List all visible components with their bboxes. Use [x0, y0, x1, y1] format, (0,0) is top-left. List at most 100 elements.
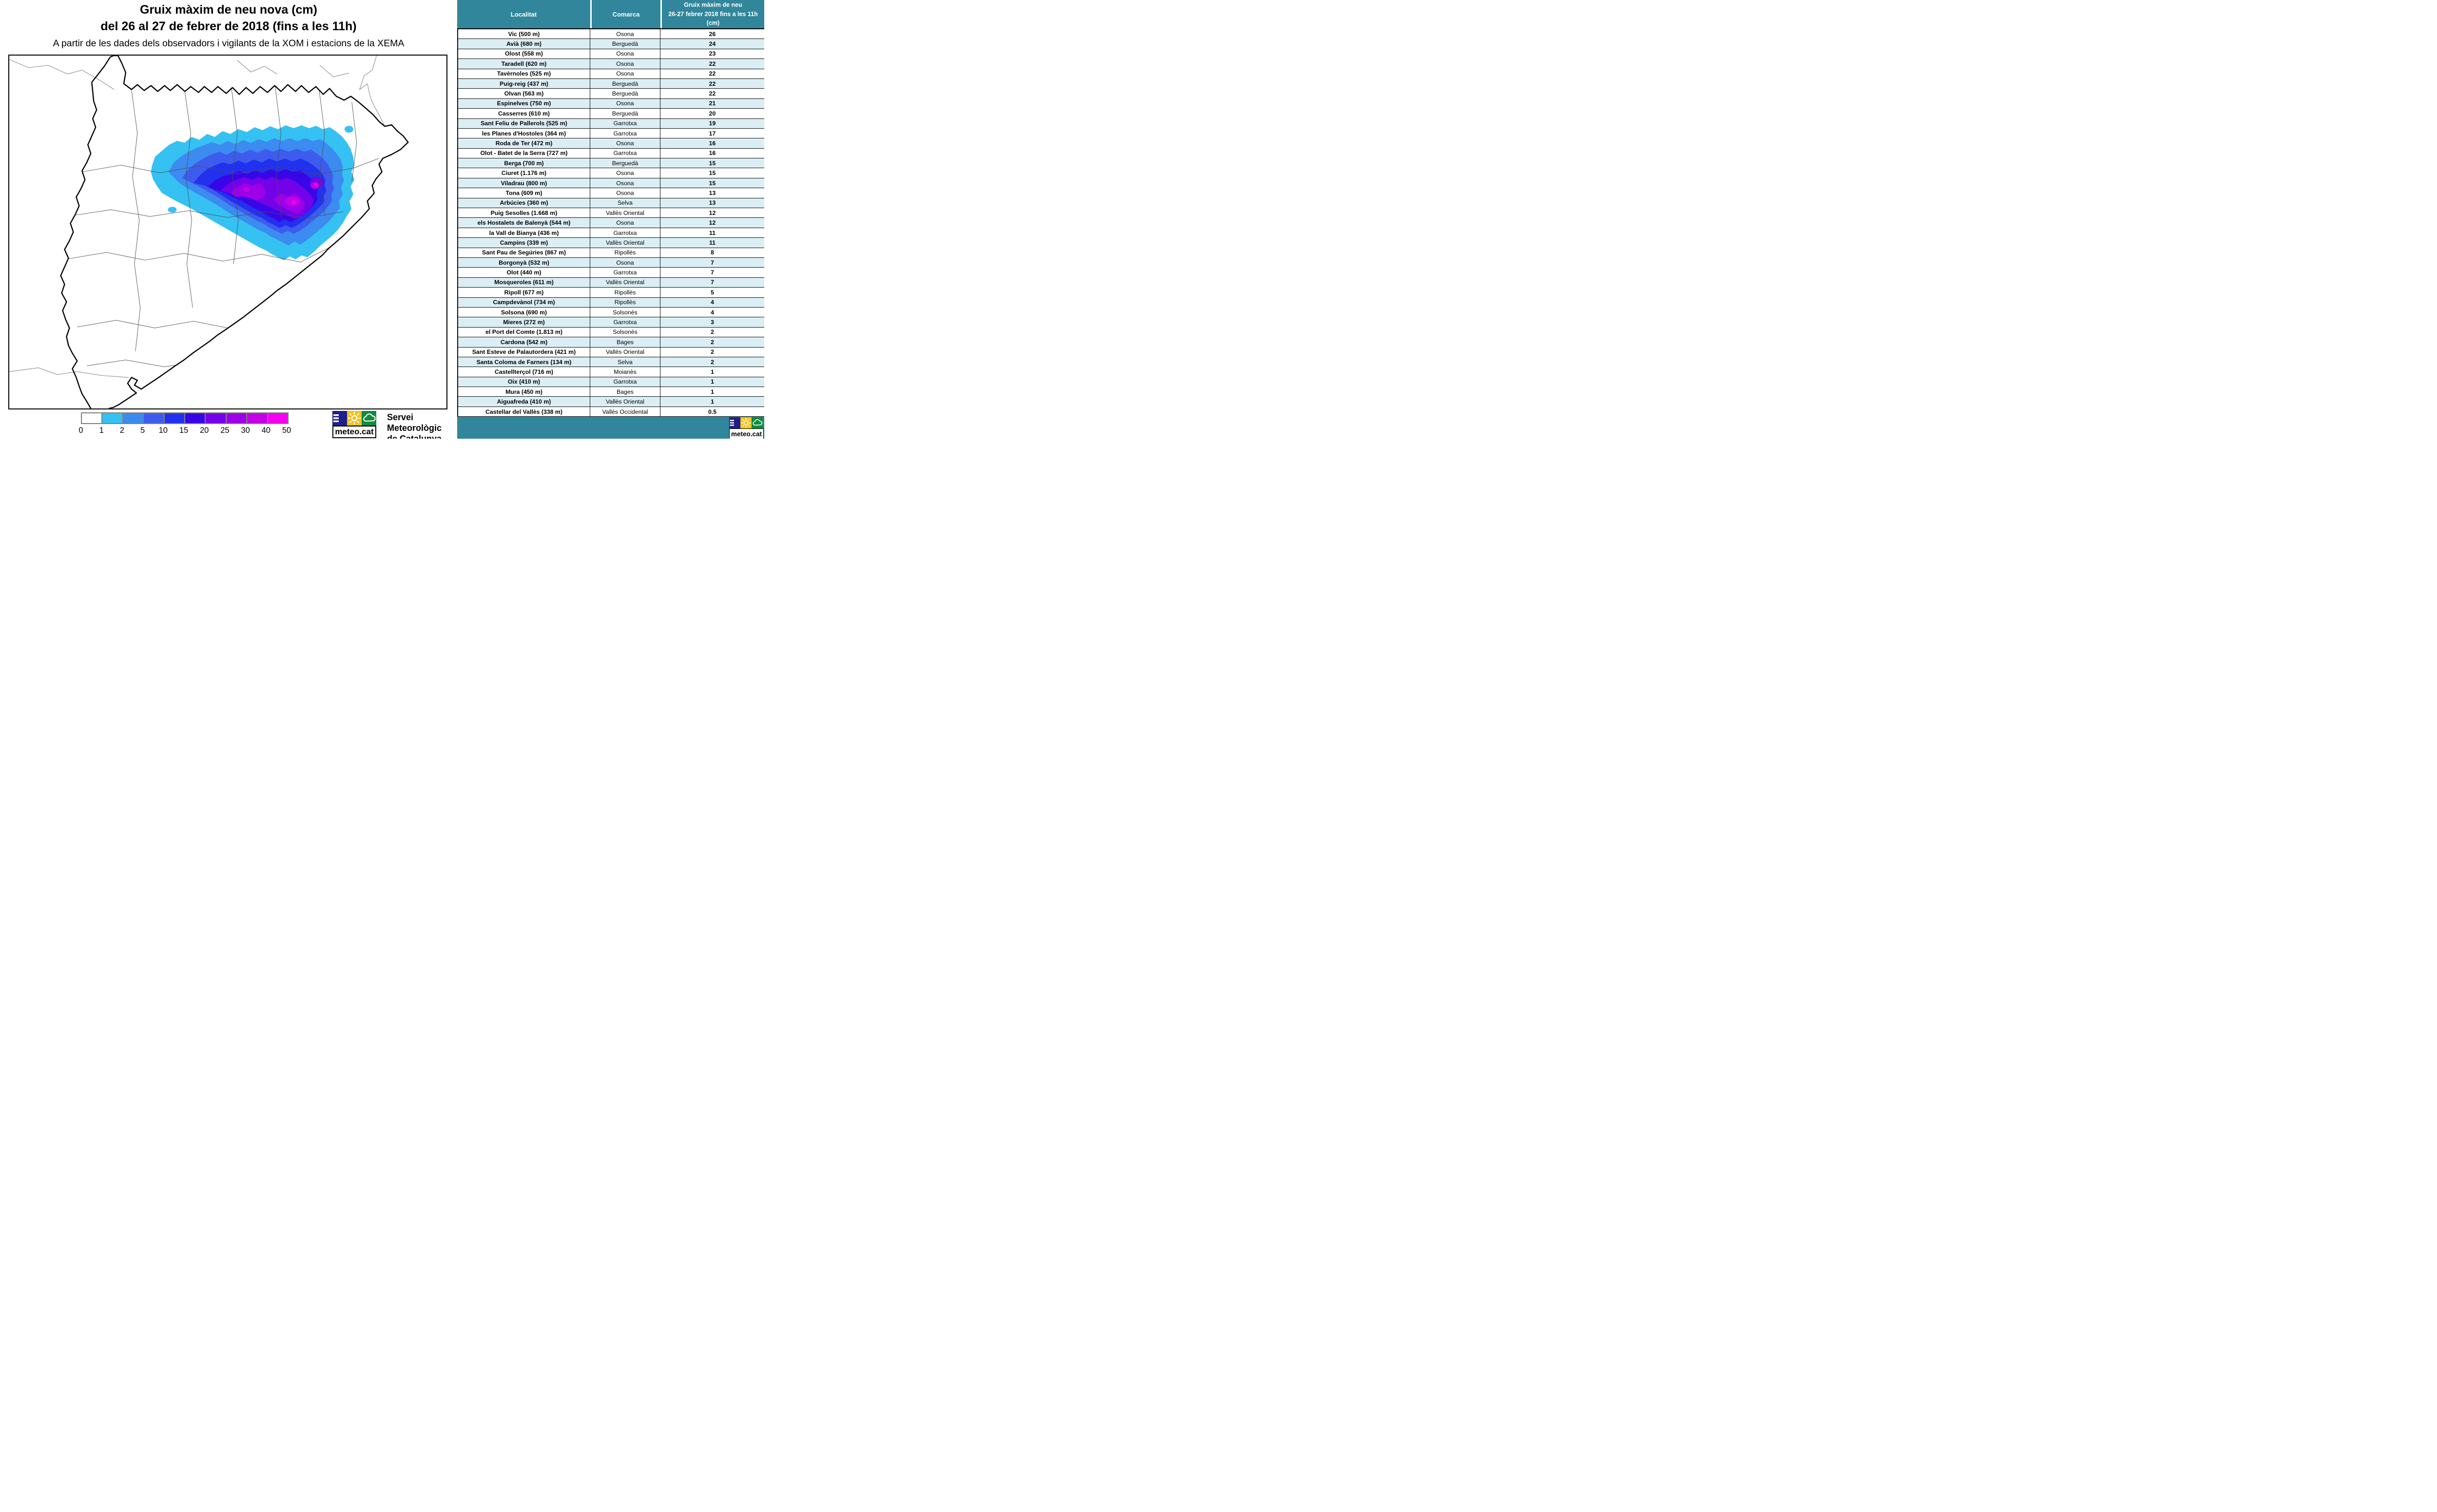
- cell-gruix: 21: [709, 100, 716, 107]
- legend-swatch: [102, 413, 123, 423]
- table-row: Santa Coloma de Farners (134 m) Selva 2: [457, 357, 764, 368]
- meteocat-logo-small: meteo.cat: [729, 417, 764, 439]
- map-section: Gruix màxim de neu nova (cm) del 26 al 2…: [0, 0, 457, 439]
- column-header-gruix-line1: Gruix màxim de neu: [684, 1, 742, 8]
- cell-comarca: Moianès: [590, 367, 660, 377]
- table-row: Castellterçol (716 m) Moianès 1: [457, 367, 764, 377]
- cell-localitat: Mura (450 m): [457, 387, 590, 397]
- table-row: Sant Pau de Segúries (867 m) Ripollès 8: [457, 248, 764, 258]
- legend-label: 20: [200, 426, 209, 435]
- table-row: Olot (440 m) Garrotxa 7: [457, 268, 764, 278]
- cell-comarca: Osona: [590, 98, 660, 109]
- cell-comarca: Vallès Oriental: [590, 277, 660, 288]
- menu-bars-icon: [332, 411, 347, 426]
- cell-localitat: Taradell (620 m): [457, 59, 590, 69]
- table-row: Roda de Ter (472 m) Osona 16: [457, 138, 764, 149]
- cell-localitat: Puig-reig (437 m): [457, 78, 590, 89]
- meteocat-logo: meteo.cat: [332, 411, 376, 438]
- cell-localitat: Santa Coloma de Farners (134 m): [457, 357, 590, 367]
- page-title: Gruix màxim de neu nova (cm): [140, 3, 317, 17]
- table-row: Mura (450 m) Bages 1: [457, 387, 764, 397]
- table-row: Castellar del Vallès (338 m) Vallès Occid…: [457, 407, 764, 417]
- cell-comarca: Garrotxa: [590, 268, 660, 277]
- cell-comarca: Garrotxa: [590, 128, 660, 138]
- legend-swatch: [247, 413, 268, 423]
- cloud-icon: [362, 411, 376, 426]
- cell-localitat: Viladrau (800 m): [457, 178, 590, 188]
- table-row: Puig-reig (437 m) Berguedà 22: [457, 78, 764, 89]
- legend-label: 0: [78, 426, 83, 435]
- cell-localitat: Vic (500 m): [457, 29, 590, 39]
- cell-comarca: Osona: [590, 178, 660, 188]
- snow-data-table: Localitat Comarca Gruix màxim de neu 26-…: [457, 0, 764, 439]
- meteocat-logo-text: meteo.cat: [332, 426, 376, 438]
- table-row: Mieres (272 m) Garrotxa 3: [457, 317, 764, 328]
- snow-report-page: Gruix màxim de neu nova (cm) del 26 al 2…: [0, 0, 764, 439]
- cell-gruix: 22: [709, 90, 716, 97]
- cell-localitat: Sant Esteve de Palautordera (421 m): [457, 347, 590, 357]
- cell-gruix: 2: [711, 329, 714, 336]
- cell-localitat: Mosqueroles (611 m): [457, 277, 590, 288]
- cell-comarca: Garrotxa: [590, 377, 660, 387]
- legend-label: 1: [99, 426, 104, 435]
- cell-localitat: Olot (440 m): [457, 268, 590, 277]
- cell-comarca: Selva: [590, 357, 660, 367]
- snow-depth-legend: [81, 412, 289, 424]
- table-row: Arbúcies (360 m) Selva 13: [457, 198, 764, 209]
- page-title-dates: del 26 al 27 de febrer de 2018 (fins a l…: [100, 19, 357, 33]
- cell-comarca: Berguedà: [590, 39, 660, 49]
- cell-gruix: 7: [711, 269, 714, 276]
- cell-comarca: Vallès Oriental: [590, 397, 660, 407]
- table-row: Tona (609 m) Osona 13: [457, 188, 764, 198]
- cell-gruix: 4: [711, 299, 714, 306]
- cell-comarca: Berguedà: [590, 158, 660, 168]
- cell-localitat: Tavèrnoles (525 m): [457, 69, 590, 78]
- menu-bars-icon: [729, 417, 740, 429]
- table-row: Cardona (542 m) Bages 2: [457, 337, 764, 348]
- cell-comarca: Vallès Oriental: [590, 238, 660, 248]
- table-row: Casserres (610 m) Berguedà 20: [457, 109, 764, 119]
- cell-localitat: Sant Feliu de Pallerols (525 m): [457, 118, 590, 128]
- cell-localitat: Olot - Batet de la Serra (727 m): [457, 148, 590, 158]
- cell-comarca: Garrotxa: [590, 317, 660, 327]
- meteocat-logo-small-text: meteo.cat: [729, 428, 764, 439]
- sun-icon: [347, 411, 362, 426]
- table-row: Taradell (620 m) Osona 22: [457, 59, 764, 69]
- cell-localitat: les Planes d'Hostoles (364 m): [457, 128, 590, 138]
- cell-gruix: 22: [709, 70, 716, 78]
- table-row: Tavèrnoles (525 m) Osona 22: [457, 69, 764, 79]
- column-header-gruix-line3: (cm): [706, 19, 720, 27]
- meteocat-logo-squares: [332, 411, 376, 426]
- cell-gruix: 20: [709, 110, 716, 117]
- cell-localitat: Casserres (610 m): [457, 109, 590, 118]
- table-row: Oix (410 m) Garrotxa 1: [457, 377, 764, 388]
- cell-gruix: 23: [709, 50, 716, 58]
- catalonia-map-svg: [9, 56, 409, 408]
- legend-label: 10: [158, 426, 168, 435]
- cell-comarca: Bages: [590, 337, 660, 347]
- cell-gruix: 11: [709, 239, 716, 246]
- cell-gruix: 3: [711, 319, 714, 326]
- cell-localitat: Castellar del Vallès (338 m): [457, 407, 590, 417]
- cell-localitat: Oix (410 m): [457, 377, 590, 387]
- table-row: Berga (700 m) Berguedà 15: [457, 158, 764, 169]
- cell-localitat: Espinelves (750 m): [457, 98, 590, 109]
- cell-localitat: Sant Pau de Segúries (867 m): [457, 248, 590, 257]
- cell-comarca: Solsonès: [590, 307, 660, 317]
- table-row: Ciuret (1.176 m) Osona 15: [457, 168, 764, 178]
- legend-swatch: [268, 413, 288, 423]
- cell-gruix: 22: [709, 60, 716, 67]
- cell-gruix: 16: [709, 139, 716, 147]
- cell-gruix: 5: [711, 289, 714, 296]
- cell-comarca: Garrotxa: [590, 148, 660, 158]
- cell-gruix: 2: [711, 338, 714, 346]
- legend-label: 50: [282, 426, 291, 435]
- cell-localitat: Ripoll (677 m): [457, 288, 590, 297]
- cell-localitat: Aiguafreda (410 m): [457, 397, 590, 407]
- cell-comarca: Osona: [590, 188, 660, 198]
- column-header-gruix: Gruix màxim de neu 26-27 febrer 2018 fin…: [660, 0, 764, 28]
- cell-gruix: 24: [709, 40, 716, 48]
- table-row: Olot - Batet de la Serra (727 m) Garrotxa…: [457, 148, 764, 159]
- cell-comarca: Osona: [590, 257, 660, 268]
- cell-gruix: 26: [709, 30, 716, 38]
